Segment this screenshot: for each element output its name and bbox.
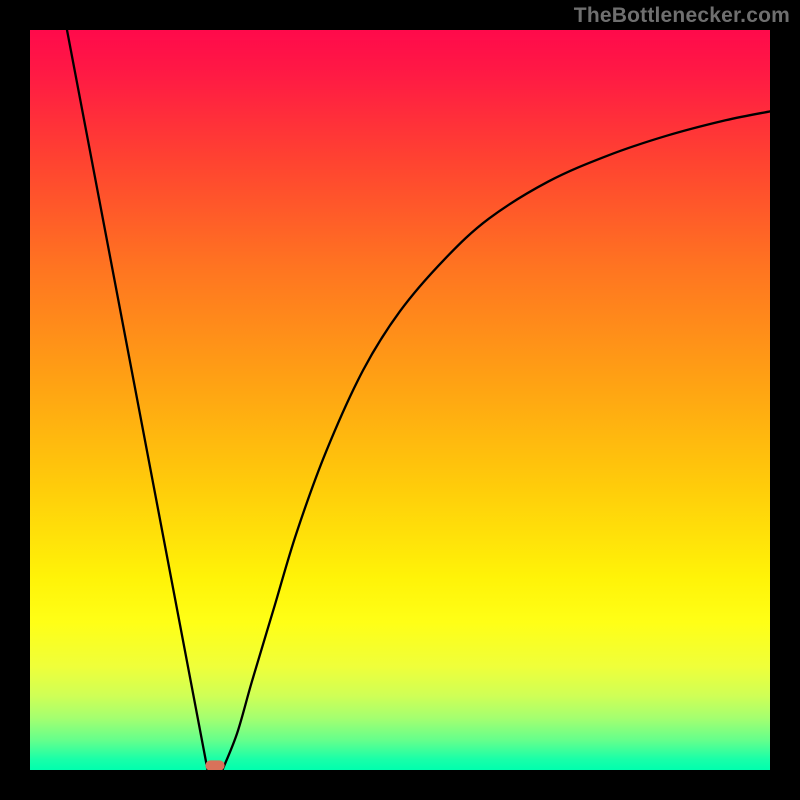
plot-area — [30, 30, 770, 770]
chart-frame: TheBottlenecker.com — [0, 0, 800, 800]
chart-svg — [30, 30, 770, 770]
gradient-background — [30, 30, 770, 770]
watermark-text: TheBottlenecker.com — [574, 4, 790, 28]
optimal-marker — [205, 760, 224, 770]
